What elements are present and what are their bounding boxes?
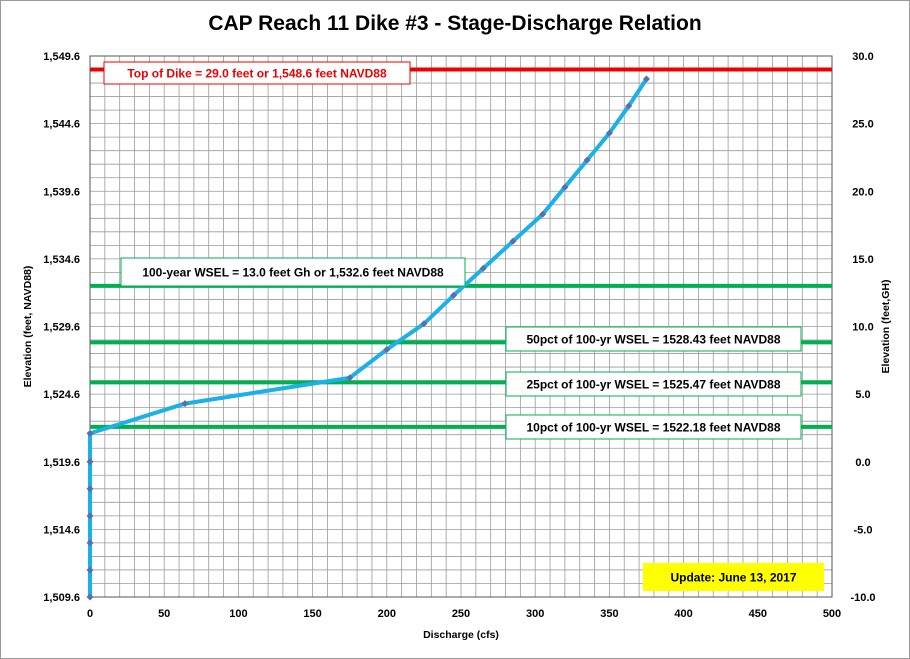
y-left-tick-label: 1,529.6 [43,322,80,334]
y-left-axis-title: Elevation (feet, NAVD88) [22,266,34,388]
y-left-tick-label: 1,549.6 [43,51,80,63]
x-tick-label: 100 [229,608,247,620]
y-left-tick-label: 1,514.6 [43,524,80,536]
x-tick-label: 350 [600,608,618,620]
y-right-tick-label: 5.0 [855,389,870,401]
data-point [383,345,391,353]
x-tick-label: 0 [87,608,93,620]
y-right-tick-label: 30.0 [852,51,873,63]
x-tick-label: 200 [378,608,396,620]
y-right-tick-label: 10.0 [852,322,873,334]
data-point [86,539,94,547]
x-axis-title: Discharge (cfs) [423,629,499,641]
data-point [86,512,94,520]
y-right-tick-label: -10.0 [850,592,875,604]
x-tick-label: 50 [158,608,170,620]
y-right-tick-label: -5.0 [854,524,873,536]
data-point [509,237,517,245]
reference-label-box [120,257,466,287]
data-point [583,156,591,164]
data-point [539,210,547,218]
chart-title: CAP Reach 11 Dike #3 - Stage-Discharge R… [208,12,702,35]
data-point [450,291,458,299]
data-point [86,566,94,574]
series-line [88,76,649,599]
x-tick-label: 150 [303,608,321,620]
data-point [643,75,650,83]
y-right-tick-label: 15.0 [852,254,873,266]
reference-label-box [505,326,802,352]
data-point [86,429,94,437]
x-tick-label: 500 [823,608,841,620]
data-point [86,485,94,493]
x-tick-label: 450 [749,608,767,620]
y-left-tick-label: 1,544.6 [43,119,80,131]
x-tick-label: 300 [526,608,544,620]
reference-label-box [103,61,411,85]
y-left-tick-label: 1,539.6 [43,186,80,198]
x-tick-label: 250 [452,608,470,620]
update-note: Update: June 13, 2017 [670,571,796,585]
data-point [420,320,428,328]
annotations: Top of Dike = 29.0 feet or 1,548.6 feet … [103,61,824,591]
y-right-tick-label: 0.0 [855,457,870,469]
reference-label: 100-year WSEL = 13.0 feet Gh or 1,532.6 … [142,266,444,280]
data-point [561,183,569,191]
y-left-tick-label: 1,519.6 [43,457,80,469]
data-point [625,102,633,110]
y-right-axis-title: Elevation (feet,GH) [880,280,892,374]
axes: 0 50 100 150 200 250 300 350 400 450 500 1,509.6 1,5… [22,51,892,641]
reference-label-box [505,414,802,440]
data-point [346,374,354,382]
reference-label: 50pct of 100-yr WSEL = 1528.43 feet NAVD… [526,333,780,347]
data-point [479,264,487,272]
data-point [86,593,94,601]
data-point [605,129,613,137]
reference-label: 25pct of 100-yr WSEL = 1525.47 feet NAVD… [526,378,780,392]
reference-label: 10pct of 100-yr WSEL = 1522.18 feet NAVD… [526,421,780,435]
reference-label: Top of Dike = 29.0 feet or 1,548.6 feet … [127,67,387,81]
y-left-tick-label: 1,534.6 [43,254,80,266]
y-left-tick-label: 1,524.6 [43,389,80,401]
plot-border [89,55,833,598]
data-point [86,458,94,466]
reference-label-box [505,371,802,397]
y-right-tick-label: 25.0 [852,119,873,131]
update-note-box [643,563,824,591]
data-point [181,400,189,408]
series [86,75,650,601]
y-left-tick-label: 1,509.6 [43,592,80,604]
x-tick-label: 400 [674,608,692,620]
y-right-tick-label: 20.0 [852,186,873,198]
